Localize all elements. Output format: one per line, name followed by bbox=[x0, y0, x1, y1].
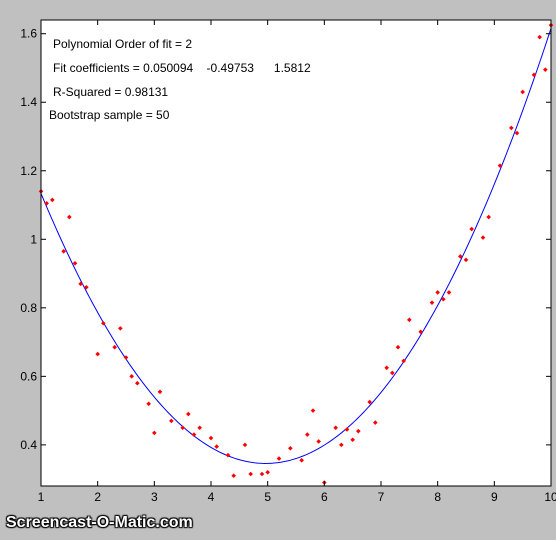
data-point bbox=[407, 317, 412, 323]
axes-background bbox=[41, 20, 551, 486]
data-point bbox=[95, 351, 100, 357]
data-point bbox=[520, 89, 525, 95]
annotation-bootstrap-sample: Bootstrap sample = 50 bbox=[49, 108, 170, 122]
data-point bbox=[305, 432, 310, 437]
data-point bbox=[61, 248, 66, 254]
data-point bbox=[248, 471, 253, 477]
data-point bbox=[333, 425, 338, 431]
data-points bbox=[38, 22, 554, 485]
x-tick-label: 7 bbox=[378, 490, 385, 504]
data-point bbox=[316, 439, 321, 444]
data-point bbox=[531, 72, 537, 78]
y-tick-label: 0.8 bbox=[20, 301, 37, 315]
data-point bbox=[157, 389, 163, 395]
data-point bbox=[446, 290, 452, 295]
data-point bbox=[276, 456, 282, 461]
data-point bbox=[480, 235, 486, 240]
data-point bbox=[146, 401, 151, 407]
data-point bbox=[429, 300, 435, 305]
data-point bbox=[401, 358, 406, 364]
data-point bbox=[197, 425, 202, 431]
data-point bbox=[373, 420, 378, 425]
data-point bbox=[50, 197, 55, 203]
annotation-fit-coefficients: Fit coefficients = 0.050094 -0.49753 1.5… bbox=[53, 61, 311, 75]
data-point bbox=[458, 254, 463, 259]
x-tick-label: 10 bbox=[544, 490, 556, 504]
data-point bbox=[299, 458, 304, 463]
data-point bbox=[191, 432, 197, 437]
x-tick-label: 4 bbox=[208, 490, 215, 504]
data-point bbox=[395, 344, 401, 350]
y-tick-label: 0.6 bbox=[20, 369, 37, 383]
data-point bbox=[265, 469, 270, 475]
data-point bbox=[152, 430, 157, 436]
x-tick-label: 1 bbox=[38, 490, 45, 504]
data-point bbox=[84, 284, 89, 290]
data-point bbox=[231, 473, 236, 479]
y-axis: 0.4 0.6 0.8 1 1.2 1.4 1.6 bbox=[20, 27, 551, 452]
data-point bbox=[288, 446, 293, 451]
data-point bbox=[101, 320, 106, 326]
data-point bbox=[67, 214, 72, 220]
data-point bbox=[509, 125, 514, 131]
data-point bbox=[514, 130, 520, 136]
data-point bbox=[367, 399, 372, 405]
data-point bbox=[225, 452, 231, 458]
x-tick-label: 8 bbox=[434, 490, 441, 504]
data-point bbox=[72, 260, 78, 266]
y-tick-label: 0.4 bbox=[20, 438, 37, 452]
data-point bbox=[390, 370, 395, 376]
data-point bbox=[469, 226, 474, 232]
data-point bbox=[242, 442, 248, 448]
data-point bbox=[543, 67, 548, 72]
watermark-text: Screencast-O-Matic.com bbox=[6, 514, 193, 531]
data-point bbox=[497, 163, 503, 168]
data-point bbox=[123, 355, 129, 360]
data-point bbox=[129, 374, 134, 379]
data-point bbox=[169, 418, 174, 424]
y-tick-label: 1.4 bbox=[20, 95, 37, 109]
data-point bbox=[214, 444, 219, 449]
data-point bbox=[537, 34, 542, 40]
data-point bbox=[463, 257, 469, 263]
data-point bbox=[112, 344, 117, 350]
y-tick-label: 1.2 bbox=[20, 164, 37, 178]
data-point bbox=[356, 428, 361, 434]
data-point bbox=[180, 425, 185, 431]
data-point bbox=[350, 437, 355, 443]
data-point bbox=[435, 290, 440, 295]
data-point bbox=[384, 365, 389, 371]
y-tick-label: 1 bbox=[30, 232, 37, 246]
data-point bbox=[44, 201, 49, 206]
y-tick-label: 1.6 bbox=[20, 27, 37, 41]
axes-frame bbox=[40, 19, 552, 487]
data-point bbox=[135, 380, 140, 386]
data-point bbox=[259, 471, 265, 477]
x-axis: 1 2 3 4 5 6 7 8 9 10 bbox=[38, 20, 556, 504]
data-point bbox=[418, 329, 423, 335]
data-point bbox=[78, 281, 83, 287]
x-tick-label: 2 bbox=[94, 490, 101, 504]
data-point bbox=[118, 326, 123, 331]
x-tick-label: 3 bbox=[151, 490, 158, 504]
annotation-r-squared: R-Squared = 0.98131 bbox=[53, 85, 168, 99]
data-point bbox=[486, 214, 491, 220]
data-point bbox=[186, 411, 191, 417]
x-tick-label: 9 bbox=[491, 490, 498, 504]
x-tick-label: 6 bbox=[321, 490, 328, 504]
x-tick-label: 5 bbox=[264, 490, 271, 504]
data-point bbox=[441, 296, 446, 302]
data-point bbox=[310, 408, 316, 413]
annotation-poly-order: Polynomial Order of fit = 2 bbox=[53, 37, 192, 51]
data-point bbox=[208, 435, 214, 441]
data-point bbox=[339, 442, 344, 448]
data-point bbox=[344, 427, 350, 432]
